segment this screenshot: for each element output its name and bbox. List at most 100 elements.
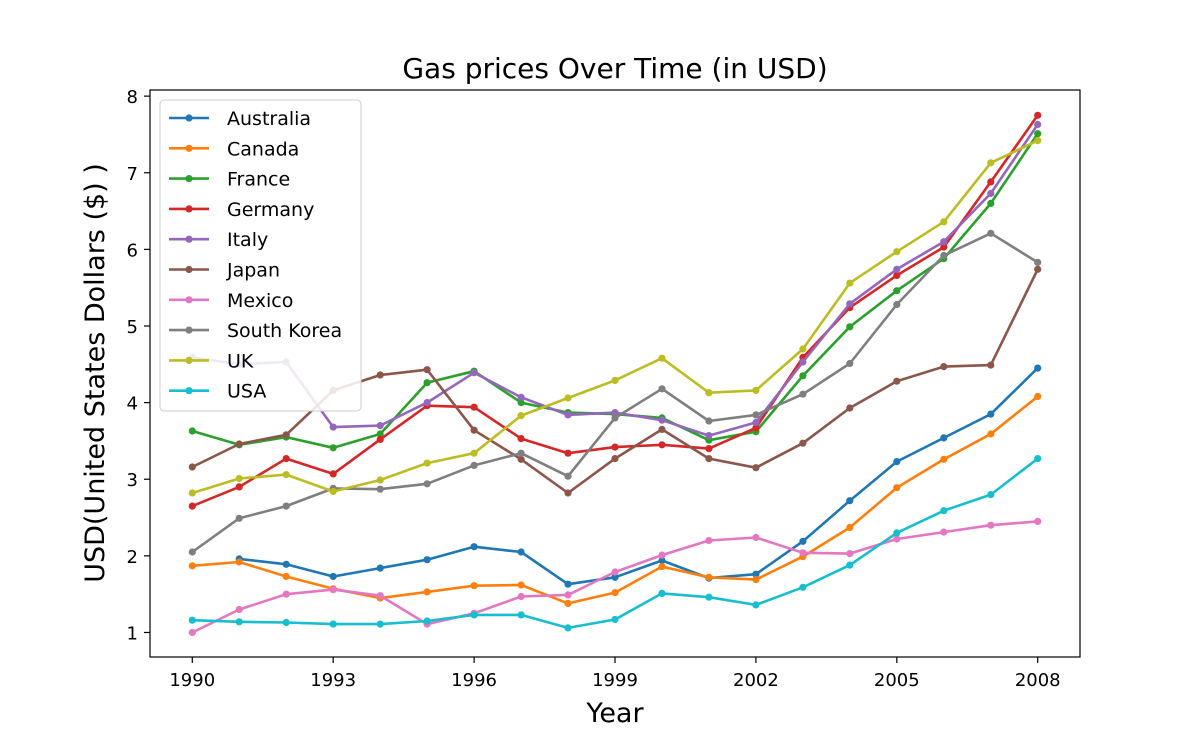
data-point-italy-2001 [705,432,713,440]
data-point-canada-1995 [423,588,431,596]
data-point-south-korea-1994 [376,485,384,493]
legend-marker-japan [185,265,193,274]
data-point-south-korea-2007 [987,229,995,237]
x-tick-label-2002: 2002 [733,670,779,691]
data-point-uk-1999 [611,376,619,384]
data-point-japan-1991 [235,440,243,448]
data-point-australia-2004 [846,497,854,505]
data-point-australia-1999 [611,573,619,581]
data-point-usa-1999 [611,615,619,624]
legend-marker-south-korea [185,326,193,334]
data-point-south-korea-1995 [423,480,431,488]
data-point-canada-2005 [893,484,901,492]
data-point-usa-1991 [235,618,243,626]
data-point-uk-2008 [1034,137,1042,145]
data-point-australia-1996 [470,543,478,551]
data-point-germany-1998 [564,449,572,457]
legend-marker-germany [185,205,193,213]
data-point-canada-1999 [611,589,619,597]
series-line-australia [239,367,1039,586]
data-point-canada-2004 [846,523,854,532]
data-point-usa-2000 [658,589,666,598]
legend-label-uk: UK [227,350,254,372]
y-tick-label-7: 7 [127,164,138,185]
y-tick-label-3: 3 [127,470,138,491]
data-point-australia-1998 [564,580,572,588]
data-point-italy-2007 [987,189,995,197]
data-point-mexico-1990 [188,628,196,637]
data-point-italy-2002 [752,418,760,427]
data-point-usa-2004 [846,561,854,569]
y-tick-label-2: 2 [127,547,138,568]
data-point-germany-2006 [940,243,948,251]
x-tick-label-2008: 2008 [1015,670,1061,691]
data-point-mexico-2003 [799,549,807,557]
data-point-mexico-2002 [752,533,760,542]
data-point-uk-2004 [846,279,854,287]
data-point-mexico-1999 [611,568,619,576]
data-point-italy-1996 [470,369,478,377]
data-point-uk-1992 [282,471,290,479]
legend-marker-usa [185,387,193,395]
legend-label-germany: Germany [227,199,314,221]
legend-label-south-korea: South Korea [227,320,342,342]
data-point-uk-1991 [235,474,243,483]
data-point-south-korea-1996 [470,461,478,469]
data-point-germany-1996 [470,403,478,411]
data-point-australia-2000 [658,556,666,565]
data-point-italy-2000 [658,416,666,424]
data-point-uk-2000 [658,354,666,362]
data-point-canada-2006 [940,455,948,463]
data-point-usa-1996 [470,611,478,619]
data-point-japan-2007 [987,361,995,369]
series-line-usa [192,457,1039,630]
data-point-australia-1992 [282,560,290,568]
data-point-canada-2000 [658,563,666,571]
legend-label-japan: Japan [226,260,280,282]
data-point-usa-1998 [564,624,572,632]
data-point-uk-2001 [705,389,713,397]
data-point-mexico-2006 [940,528,948,536]
data-point-usa-1990 [188,616,196,624]
data-point-italy-2006 [940,238,948,246]
data-point-japan-2005 [893,377,901,385]
data-point-canada-1998 [564,599,572,608]
data-point-canada-1991 [235,558,243,566]
data-point-uk-1993 [329,487,337,496]
data-point-france-1990 [188,427,196,435]
x-tick-label-1990: 1990 [169,670,215,691]
data-point-uk-1990 [188,489,196,497]
y-tick-label-4: 4 [127,394,138,415]
data-point-japan-2006 [940,363,948,371]
x-tick-label-2005: 2005 [874,670,920,691]
data-point-italy-1995 [423,399,431,407]
data-point-germany-1994 [376,435,384,443]
x-axis-label: Year [585,698,644,729]
data-point-mexico-2000 [658,551,666,559]
data-point-australia-2005 [893,458,901,466]
legend-box [159,99,362,412]
data-point-germany-2000 [658,441,666,449]
data-point-japan-2004 [846,404,854,412]
data-point-italy-2005 [893,265,901,273]
data-point-canada-1996 [470,582,478,590]
data-point-canada-2008 [1034,392,1042,401]
data-point-france-1995 [423,379,431,387]
data-point-japan-1992 [282,431,290,439]
data-point-france-2007 [987,199,995,207]
data-point-south-korea-1990 [188,548,196,556]
data-point-france-2005 [893,287,901,295]
data-point-uk-1998 [564,394,572,402]
legend-marker-canada [185,144,193,152]
data-point-south-korea-2002 [752,411,760,419]
data-point-australia-1997 [517,548,525,556]
data-point-canada-1992 [282,572,290,581]
data-point-japan-1990 [188,463,196,471]
data-point-canada-1997 [517,581,525,589]
data-point-usa-1994 [376,620,384,628]
data-point-france-2008 [1034,130,1042,138]
data-point-japan-2000 [658,425,666,433]
data-point-australia-1994 [376,564,384,572]
data-point-japan-1995 [423,366,431,374]
